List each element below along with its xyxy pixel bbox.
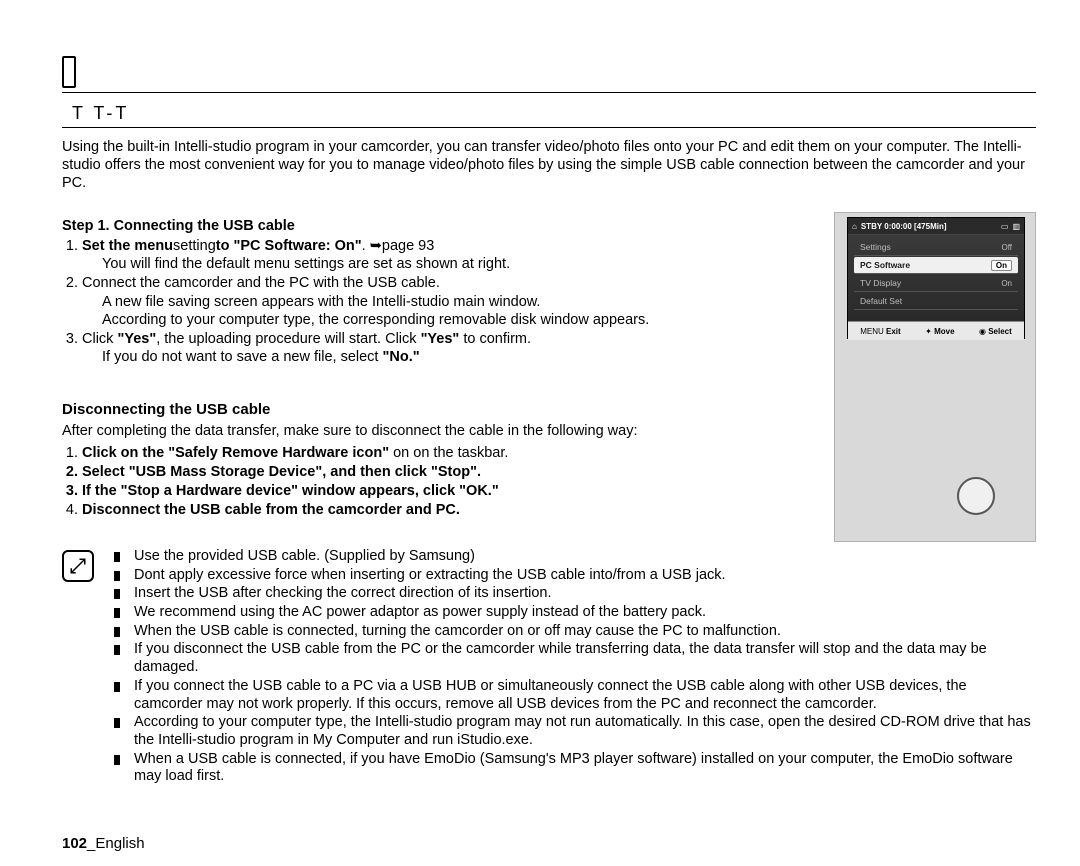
step1-title: Step 1. Connecting the USB cable	[62, 217, 810, 235]
camcorder-screen: ⌂ STBY 0:00:00 [475Min] ▭ ▥ Settings Off…	[847, 217, 1025, 339]
step1-item3-yes1: "Yes"	[117, 331, 156, 347]
cam-row-pc-lbl: PC Software	[860, 260, 991, 270]
intro-paragraph: Using the built-in Intelli-studio progra…	[62, 138, 1036, 192]
cam-row-pc-val: On	[991, 260, 1012, 271]
cam-row-off-lbl: Settings	[860, 242, 1001, 252]
cam-row-default: Default Set	[854, 293, 1018, 310]
disconnect-block: Disconnecting the USB cable After comple…	[62, 401, 810, 520]
note-9: When a USB cable is connected, if you ha…	[134, 751, 1036, 786]
disconnect-lead: After completing the data transfer, make…	[62, 422, 810, 440]
note-2: Dont apply excessive force when insertin…	[134, 567, 1036, 585]
disconnect-title: Disconnecting the USB cable	[62, 401, 810, 420]
cam-card-icon: ▭	[1001, 222, 1009, 231]
camcorder-illustration: ⌂ STBY 0:00:00 [475Min] ▭ ▥ Settings Off…	[834, 212, 1036, 542]
step1-item3-sub: If you do not want to save a new file, s…	[102, 348, 810, 366]
step1-item2-sub2: According to your computer type, the cor…	[102, 311, 810, 329]
step1-item2: Connect the camcorder and the PC with th…	[82, 274, 810, 328]
manual-page: T T-T Using the built-in Intelli-studio …	[0, 0, 1080, 866]
intro-text: Using the built-in Intelli-studio progra…	[62, 139, 1025, 191]
step1-item1-dot: .	[362, 238, 370, 254]
step1-block: Step 1. Connecting the USB cable Set the…	[62, 217, 810, 367]
note-6: If you disconnect the USB cable from the…	[134, 641, 1036, 676]
step1-item3: Click "Yes", the uploading procedure wil…	[82, 330, 810, 366]
step1-item3-c: to confirm.	[459, 331, 531, 347]
page-lang: English	[95, 835, 144, 852]
notes-list: Use the provided USB cable. (Supplied by…	[62, 548, 1036, 786]
step1-item3-a: Click	[82, 331, 117, 347]
page-number: 102	[62, 835, 87, 852]
cam-row-off-val: Off	[1001, 243, 1012, 252]
step1-item1-mid: setting	[173, 238, 216, 254]
cam-row-tv: TV Display On	[854, 275, 1018, 292]
note-3: Insert the USB after checking the correc…	[134, 585, 1036, 603]
rule-under-header	[62, 127, 1036, 128]
cam-select-label: ◉ Select	[979, 327, 1012, 336]
note-4: We recommend using the AC power adaptor …	[134, 604, 1036, 622]
note-1: Use the provided USB cable. (Supplied by…	[134, 548, 1036, 566]
cam-mode-icon: ⌂	[852, 222, 857, 231]
step1-item2-sub1: A new file saving screen appears with th…	[102, 293, 810, 311]
disconnect-item4: Disconnect the USB cable from the camcor…	[82, 501, 810, 519]
cam-row-pc-software: PC Software On	[854, 257, 1018, 274]
step1-item3-b: , the uploading procedure will start. Cl…	[156, 331, 420, 347]
cam-menu-label: MENU Exit	[860, 327, 900, 336]
cam-bottombar: MENU Exit ✦ Move ◉ Select	[848, 321, 1024, 340]
step1-item1-to: to	[216, 238, 234, 254]
arrow-icon: ➥	[370, 238, 382, 254]
cam-stby: STBY 0:00:00 [475Min]	[861, 222, 947, 231]
disconnect-item3: If the "Stop a Hardware device" window a…	[82, 482, 810, 500]
step1-item1-page: page 93	[382, 238, 434, 254]
step1-item1-lead1: Set the menu	[82, 238, 173, 254]
note-icon	[62, 550, 94, 582]
cam-row-settings: Settings Off	[854, 239, 1018, 256]
cam-row-tv-lbl: TV Display	[860, 278, 1001, 288]
cam-row-def-lbl: Default Set	[860, 296, 1012, 306]
cam-move-label: ✦ Move	[925, 327, 954, 336]
section-code: T T-T	[72, 103, 129, 124]
camcorder-lens-icon	[957, 477, 995, 515]
chapter-tab-icon	[62, 56, 76, 88]
step1-item1-sub: You will find the default menu settings …	[102, 255, 810, 273]
disconnect-item4-text: Disconnect the USB cable from the camcor…	[82, 502, 460, 518]
disconnect-item2: Select "USB Mass Storage Device", and th…	[82, 463, 810, 481]
rule-top	[62, 92, 1036, 93]
step1-item1-pcsoft: "PC Software: On"	[234, 238, 362, 254]
cam-statusbar: ⌂ STBY 0:00:00 [475Min] ▭ ▥	[848, 218, 1024, 235]
note-5: When the USB cable is connected, turning…	[134, 623, 1036, 641]
cam-menu: Settings Off PC Software On TV Display O…	[848, 235, 1024, 321]
note-7: If you connect the USB cable to a PC via…	[134, 678, 1036, 713]
step1-item3-no: "No."	[383, 349, 420, 365]
step1-item3-yes2: "Yes"	[421, 331, 460, 347]
step1-item3-sub-a: If you do not want to save a new file, s…	[102, 349, 383, 365]
disconnect-item1-a: Click on the "Safely Remove Hardware ico…	[82, 445, 393, 461]
disconnect-item1: Click on the "Safely Remove Hardware ico…	[82, 444, 810, 462]
cam-row-tv-val: On	[1001, 279, 1012, 288]
step1-item2-text: Connect the camcorder and the PC with th…	[82, 275, 440, 291]
disconnect-item1-b: on on the taskbar.	[393, 445, 508, 461]
note-8: According to your computer type, the Int…	[134, 714, 1036, 749]
notes-block: Use the provided USB cable. (Supplied by…	[62, 548, 1036, 787]
page-footer: 102_English	[62, 835, 145, 852]
step1-item1: Set the menusettingto "PC Software: On".…	[82, 237, 810, 273]
cam-battery-icon: ▥	[1012, 222, 1020, 231]
